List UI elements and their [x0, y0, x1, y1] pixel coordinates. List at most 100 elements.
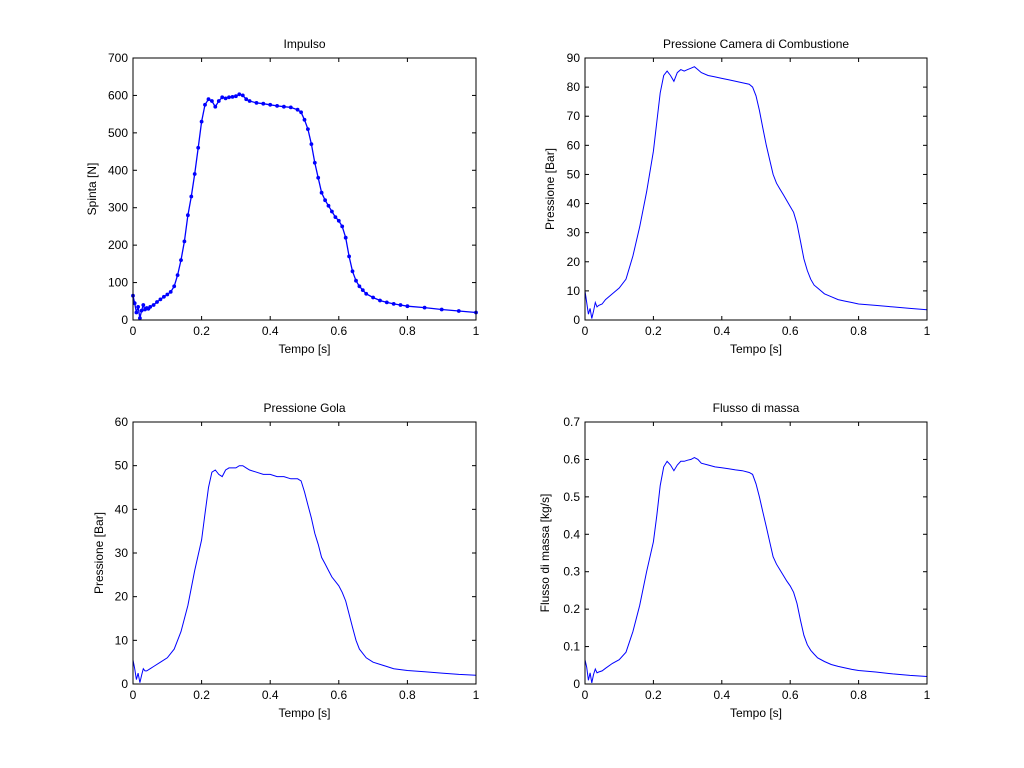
y-tick-label: 90: [567, 51, 581, 65]
y-tick-label: 500: [108, 126, 128, 140]
data-point: [230, 95, 235, 99]
data-point: [132, 301, 137, 306]
x-tick-label: 0.2: [193, 324, 210, 338]
data-point: [247, 99, 252, 103]
data-point: [223, 96, 228, 101]
data-point: [196, 145, 201, 150]
x-tick-label: 0.4: [713, 324, 730, 338]
y-tick-label: 0.3: [563, 565, 580, 579]
tick-group: 0 0.2 0.4 0.6 0.8 1 0 100 200 300 400 500 600 700: [108, 51, 480, 338]
data-point: [288, 105, 293, 110]
x-axis-label: Tempo [s]: [278, 706, 330, 720]
data-point: [210, 99, 214, 103]
x-tick-label: 0.8: [399, 324, 416, 338]
x-tick-label: 0.6: [330, 324, 347, 338]
data-point: [199, 119, 204, 124]
data-marks: [132, 465, 477, 683]
plot-area: [585, 58, 927, 320]
data-point: [340, 224, 345, 229]
data-marks: [584, 66, 928, 319]
data-point: [186, 213, 190, 218]
data-point: [371, 295, 375, 300]
x-axis-label: Tempo [s]: [730, 706, 782, 720]
data-point: [343, 235, 348, 240]
data-point: [405, 304, 410, 309]
x-tick-label: 0: [130, 324, 137, 338]
y-tick-label: 60: [115, 415, 129, 429]
data-point: [282, 104, 286, 109]
series-line-0: [132, 465, 477, 683]
y-tick-label: 400: [108, 163, 128, 177]
data-point: [275, 104, 279, 108]
plot-area: [133, 58, 476, 320]
subplot-flusso-di-massa: 0 0.2 0.4 0.6 0.8 1 0 0.1 0.2 0.3 0.4 0.5 0.6 0.7 Flu…: [538, 401, 931, 720]
plot-title: Flusso di massa: [713, 401, 800, 415]
data-point: [203, 102, 207, 107]
y-tick-label: 700: [108, 51, 128, 65]
data-point: [456, 309, 461, 313]
data-point: [357, 284, 362, 289]
y-tick-label: 30: [115, 546, 129, 560]
data-point: [268, 102, 273, 107]
y-tick-label: 10: [567, 284, 581, 298]
plot-title: Pressione Gola: [263, 401, 345, 415]
data-point: [319, 190, 324, 195]
data-point: [422, 305, 427, 310]
x-tick-label: 0.6: [782, 324, 799, 338]
x-tick-label: 0: [582, 688, 589, 702]
data-point: [206, 97, 211, 102]
y-tick-label: 50: [115, 459, 129, 473]
series-line-0: [584, 66, 928, 319]
data-point: [336, 218, 341, 223]
data-point: [295, 107, 300, 112]
y-tick-label: 600: [108, 88, 128, 102]
data-point: [168, 290, 173, 294]
y-tick-label: 100: [108, 276, 128, 290]
x-tick-label: 0.2: [645, 324, 662, 338]
y-tick-label: 50: [567, 167, 581, 181]
data-point: [360, 288, 365, 292]
x-tick-label: 0.2: [193, 688, 210, 702]
data-point: [179, 258, 183, 262]
y-tick-label: 0: [121, 313, 128, 327]
data-point: [254, 101, 259, 105]
data-point: [234, 94, 238, 99]
data-point: [162, 294, 166, 299]
data-marks: [584, 457, 928, 684]
y-tick-label: 40: [115, 502, 129, 516]
y-axis-label: Pressione [Bar]: [543, 148, 557, 230]
data-point: [216, 99, 221, 103]
y-tick-label: 0: [573, 677, 580, 691]
x-tick-label: 0.2: [645, 688, 662, 702]
plot-title: Impulso: [283, 37, 325, 51]
data-marks: [131, 92, 478, 320]
y-tick-label: 0.5: [563, 490, 580, 504]
data-point: [134, 310, 139, 315]
x-tick-label: 0.6: [330, 688, 347, 702]
data-point: [378, 298, 382, 303]
data-point: [330, 209, 334, 214]
y-tick-label: 30: [567, 226, 581, 240]
data-point: [391, 302, 396, 306]
x-tick-label: 0: [582, 324, 589, 338]
data-point: [333, 215, 338, 220]
y-tick-label: 300: [108, 201, 128, 215]
data-point: [354, 278, 358, 283]
y-tick-label: 40: [567, 197, 581, 211]
subplot-impulso: 0 0.2 0.4 0.6 0.8 1 0 100 200 300 400 500 600 700 Imp…: [85, 37, 480, 356]
data-point: [213, 104, 218, 109]
y-tick-label: 0: [121, 677, 128, 691]
y-tick-label: 0.7: [563, 415, 580, 429]
y-tick-label: 0.6: [563, 452, 580, 466]
data-point: [182, 239, 187, 244]
data-point: [261, 101, 266, 106]
data-point: [240, 93, 245, 98]
x-tick-label: 1: [924, 688, 931, 702]
data-point: [136, 305, 141, 309]
data-point: [299, 110, 303, 115]
x-tick-label: 0.4: [713, 688, 730, 702]
data-point: [158, 297, 163, 302]
data-point: [302, 117, 307, 122]
data-point: [227, 95, 231, 100]
